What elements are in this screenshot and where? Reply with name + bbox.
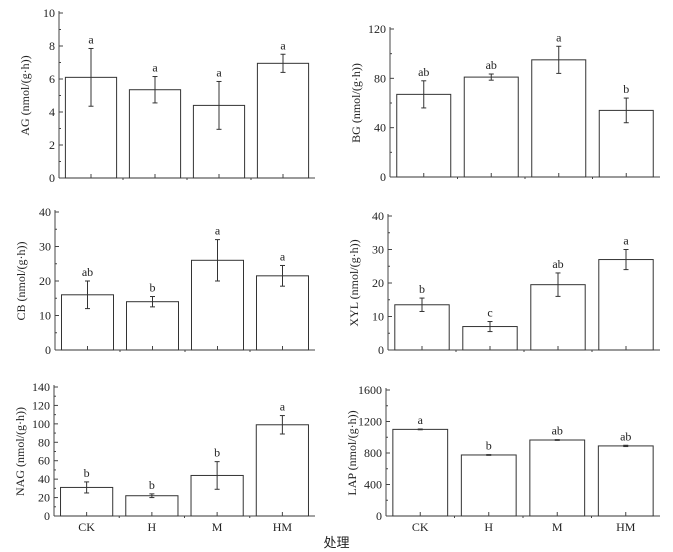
y-tick-label: 100	[32, 417, 50, 431]
bar-h	[126, 301, 179, 351]
panel-ag: 0 2 4 6 8 10 AG (nmol/(g·h)) a a a a	[18, 6, 315, 185]
bar-hm	[256, 275, 309, 351]
panel-cb: 0 10 20 30 40 CB (nmol/(g·h)) ab b a a	[14, 205, 315, 357]
y-tick-label: 10	[43, 6, 55, 20]
significance-letter: a	[216, 65, 222, 79]
significance-letter: a	[556, 30, 562, 44]
y-tick-label: 2	[49, 138, 55, 152]
y-tick-label: 0	[380, 170, 386, 184]
significance-letter: ab	[82, 265, 93, 279]
y-tick-label: 20	[38, 491, 50, 505]
significance-letter: b	[623, 82, 629, 96]
y-axis-title: LAP (nmol/(g·h))	[345, 410, 359, 495]
y-tick-label: 120	[368, 22, 386, 36]
significance-letter: b	[84, 466, 90, 480]
significance-letter: a	[623, 234, 629, 248]
bar-hm	[598, 259, 654, 351]
x-tick-label: CK	[412, 520, 429, 534]
significance-letter: b	[419, 282, 425, 296]
y-tick-label: 0	[378, 343, 384, 357]
y-tick-label: 0	[376, 509, 382, 523]
y-tick-label: 1200	[358, 415, 382, 429]
significance-letter: a	[152, 61, 158, 75]
significance-letter: b	[150, 281, 156, 295]
x-tick-label: HM	[273, 520, 293, 534]
y-tick-label: 40	[372, 209, 384, 223]
significance-letter: ab	[620, 429, 631, 443]
y-tick-label: 0	[49, 171, 55, 185]
significance-letter: a	[88, 32, 94, 46]
y-tick-label: 6	[49, 72, 55, 86]
y-axis-title: AG (nmol/(g·h))	[18, 55, 32, 135]
bar-h	[463, 76, 519, 178]
x-tick-label: M	[552, 520, 563, 534]
y-tick-label: 800	[364, 446, 382, 460]
panel-nag: 0 20 40 60 80 100 120 140 NAG (nmol/(g·h)) b CK b Hb…	[13, 380, 315, 534]
y-tick-label: 20	[39, 274, 51, 288]
x-tick-label: H	[148, 520, 157, 534]
y-tick-label: 0	[45, 343, 51, 357]
y-tick-label: 30	[39, 240, 51, 254]
bar-hm	[597, 445, 654, 517]
panel-xyl: 0 10 20 30 40 XYL (nmol/(g·h)) b c ab a	[347, 209, 660, 357]
y-tick-label: 4	[49, 105, 55, 119]
y-tick-label: 20	[372, 276, 384, 290]
x-axis-title: 处理	[323, 536, 350, 551]
significance-letter: a	[280, 249, 286, 263]
y-tick-label: 40	[374, 121, 386, 135]
significance-letter: b	[486, 439, 492, 453]
x-tick-label: M	[212, 520, 223, 534]
y-tick-label: 120	[32, 398, 50, 412]
bar-h	[460, 454, 517, 517]
y-tick-label: 40	[39, 205, 51, 219]
y-tick-label: 80	[374, 71, 386, 85]
significance-letter: ab	[486, 58, 497, 72]
x-tick-label: HM	[616, 520, 636, 534]
significance-letter: ab	[418, 65, 429, 79]
significance-letter: a	[215, 224, 221, 238]
bar-hm	[256, 62, 310, 179]
bar-ck	[394, 304, 450, 351]
significance-letter: a	[280, 38, 286, 52]
panel-lap: 0 400 800 1200 1600 LAP (nmol/(g·h)) a CK b Hab Ma…	[345, 383, 660, 534]
y-axis-title: CB (nmol/(g·h))	[14, 242, 28, 321]
x-tick-label: H	[484, 520, 493, 534]
y-tick-label: 80	[38, 435, 50, 449]
y-axis-title: BG (nmol/(g·h))	[349, 63, 363, 143]
y-tick-label: 1600	[358, 383, 382, 397]
bar-hm	[255, 424, 309, 517]
y-tick-label: 0	[44, 509, 50, 523]
y-tick-label: 8	[49, 39, 55, 53]
y-tick-label: 30	[372, 243, 384, 257]
y-tick-label: 400	[364, 478, 382, 492]
significance-letter: ab	[552, 424, 563, 438]
y-axis-title: NAG (nmol/(g·h))	[13, 407, 27, 496]
significance-letter: a	[280, 400, 286, 414]
bar-ck	[392, 428, 449, 517]
y-axis-title: XYL (nmol/(g·h))	[347, 239, 361, 326]
x-tick-label: CK	[78, 520, 95, 534]
significance-letter: a	[418, 413, 424, 427]
bar-m	[531, 59, 587, 178]
y-tick-label: 60	[38, 454, 50, 468]
bar-m	[529, 439, 586, 517]
significance-letter: c	[487, 306, 492, 320]
y-tick-label: 140	[32, 380, 50, 394]
bar-h	[128, 89, 182, 179]
y-tick-label: 40	[38, 472, 50, 486]
y-tick-label: 10	[372, 310, 384, 324]
significance-letter: b	[214, 446, 220, 460]
significance-letter: ab	[552, 257, 563, 271]
significance-letter: b	[149, 478, 155, 492]
y-tick-label: 10	[39, 309, 51, 323]
